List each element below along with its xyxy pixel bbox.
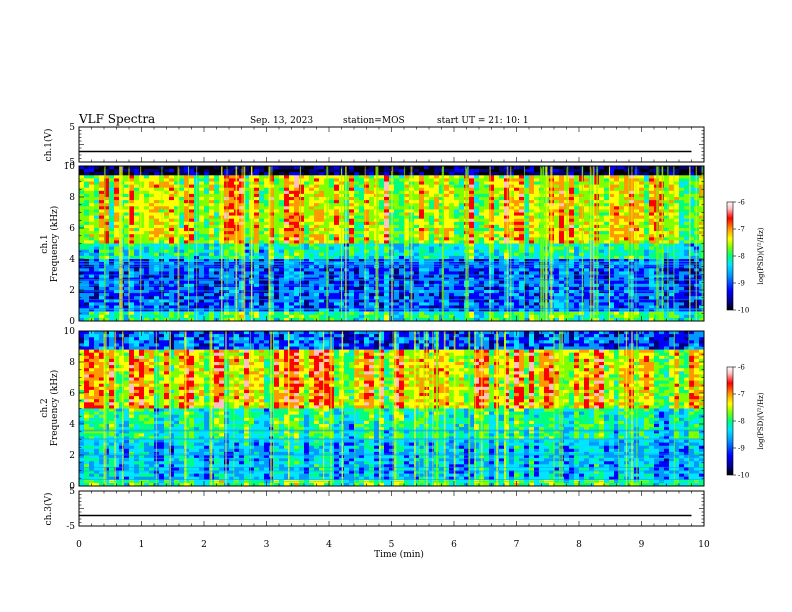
y-tick-label: 5 <box>69 123 75 133</box>
ch1-spectrogram-frame <box>78 165 705 322</box>
y-tick-label: -5 <box>66 522 75 532</box>
colorbar-tick-label: -8 <box>738 418 745 426</box>
x-tick-label: 0 <box>76 540 82 550</box>
x-tick-label: 6 <box>451 540 457 550</box>
ch2-spectrogram-ylabel-channel: ch.2 <box>40 398 50 417</box>
ch1-spectrogram-ylabel-channel: ch.1 <box>40 234 50 253</box>
y-tick-label: 8 <box>69 358 75 368</box>
x-tick-label: 10 <box>698 540 710 550</box>
ch1-spectrogram-ylabel-frequency: Frequency (kHz) <box>49 206 60 283</box>
y-tick-label: 10 <box>64 327 76 337</box>
x-tick-label: 5 <box>389 540 395 550</box>
y-tick-label: 0 <box>69 482 75 492</box>
colorbar-tick-label: -7 <box>738 391 745 399</box>
header-start-time: start UT = 21: 10: 1 <box>437 116 529 126</box>
y-tick-label: 4 <box>69 255 75 265</box>
colorbar-tick-label: -9 <box>738 445 745 453</box>
ch3-voltage-panel <box>78 490 705 527</box>
x-axis-label: Time (min) <box>374 549 424 560</box>
colorbar-tick-label: -6 <box>738 364 745 372</box>
colorbar-tick-label: -10 <box>738 472 749 480</box>
colorbar-tick-label: -6 <box>738 199 745 207</box>
x-tick-label: 7 <box>514 540 520 550</box>
ch2-spectrogram-ylabel-frequency: Frequency (kHz) <box>49 370 60 447</box>
y-tick-label: 10 <box>64 162 76 172</box>
ch2-spectrogram <box>79 331 705 487</box>
ch3-voltage-ylabel: ch.3(V) <box>43 493 54 526</box>
y-tick-label: 6 <box>69 224 75 234</box>
x-tick-label: 9 <box>639 540 645 550</box>
ch2-colorbar-label: log(PSD)(V²/Hz) <box>757 392 765 449</box>
figure-title: VLF Spectra <box>78 112 155 126</box>
ch1-spectrogram <box>79 166 705 322</box>
y-tick-label: 8 <box>69 193 75 203</box>
x-tick-label: 1 <box>139 540 145 550</box>
colorbar-tick-label: -9 <box>738 280 745 288</box>
x-tick-label: 2 <box>201 540 207 550</box>
colorbar-ticks: -6 -7 -8 -9 -10 -6 -7 -8 -9 -10 <box>733 199 749 480</box>
x-tick-label: 4 <box>326 540 332 550</box>
ch1-colorbar-label: log(PSD)(V²/Hz) <box>757 227 765 284</box>
x-tick-label: 3 <box>264 540 270 550</box>
y-tick-label: 5 <box>69 487 75 497</box>
header-date: Sep. 13, 2023 <box>250 116 313 126</box>
colorbar-tick-label: -8 <box>738 253 745 261</box>
colorbar-tick-label: -10 <box>738 307 749 315</box>
ch1-voltage-ylabel: ch.1(V) <box>43 129 54 162</box>
x-tick-label: 8 <box>576 540 582 550</box>
ch1-voltage-panel <box>78 126 705 163</box>
y-tick-label: 6 <box>69 389 75 399</box>
y-tick-label: -5 <box>66 158 75 168</box>
y-tick-label: 2 <box>69 286 75 296</box>
header-station: station=MOS <box>343 116 405 126</box>
ch2-colorbar <box>726 366 734 476</box>
y-tick-label: 2 <box>69 451 75 461</box>
ch1-colorbar <box>726 201 734 311</box>
y-tick-label: 0 <box>69 317 75 327</box>
ch2-spectrogram-frame <box>78 330 705 487</box>
colorbar-tick-label: -7 <box>738 226 745 234</box>
y-tick-label: 4 <box>69 420 75 430</box>
